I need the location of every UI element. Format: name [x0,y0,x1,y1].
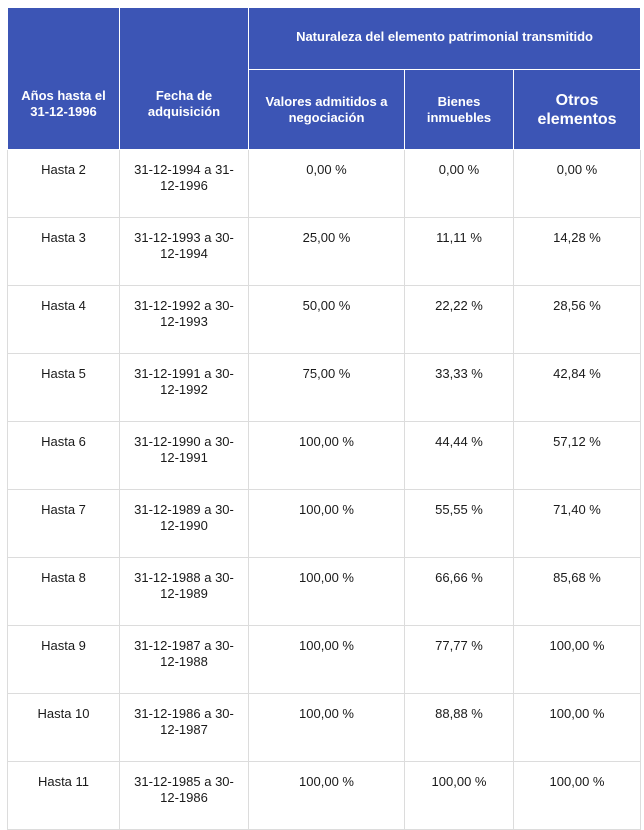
cell-years: Hasta 5 [7,353,120,422]
header-row-sub: Valores admitidos a negociación Bienes i… [8,69,642,150]
cell-real-estate: 66,66 % [404,557,514,626]
cell-acquisition-date: 31-12-1993 a 30-12-1994 [119,217,249,286]
cell-years: Hasta 6 [7,421,120,490]
header-asset-nature: Naturaleza del elemento patrimonial tran… [247,7,642,70]
cell-other-elements: 100,00 % [512,761,642,830]
cell-acquisition-date: 31-12-1992 a 30-12-1993 [119,285,249,354]
cell-other-elements: 85,68 % [512,557,642,626]
cell-acquisition-date: 31-12-1990 a 30-12-1991 [119,421,249,490]
table-row: Hasta 9 31-12-1987 a 30-12-1988 100,00 % 77… [7,625,642,694]
table-body: Hasta 2 31-12-1994 a 31-12-1996 0,00 % 0,00… [7,149,642,830]
table-row: Hasta 6 31-12-1990 a 30-12-1991 100,00 % 44… [7,421,642,490]
cell-years: Hasta 9 [7,625,120,694]
cell-acquisition-date: 31-12-1985 a 30-12-1986 [119,761,249,830]
cell-years: Hasta 7 [7,489,120,558]
cell-acquisition-date: 31-12-1988 a 30-12-1989 [119,557,249,626]
cell-listed-securities: 75,00 % [248,353,405,422]
table-row: Hasta 2 31-12-1994 a 31-12-1996 0,00 % 0,00… [7,149,642,218]
cell-listed-securities: 25,00 % [248,217,405,286]
header-other-elements: Otros elementos [512,69,642,150]
coefficients-table: Años hasta el 31-12-1996 Fecha de adquis… [7,7,642,830]
table-row: Hasta 5 31-12-1991 a 30-12-1992 75,00 % 33,… [7,353,642,422]
cell-other-elements: 42,84 % [512,353,642,422]
header-years: Años hasta el 31-12-1996 [7,7,120,150]
cell-other-elements: 14,28 % [512,217,642,286]
cell-listed-securities: 100,00 % [248,557,405,626]
table-row: Hasta 7 31-12-1989 a 30-12-1990 100,00 % 55… [7,489,642,558]
header-row-top: Años hasta el 31-12-1996 Fecha de adquis… [7,7,642,150]
cell-real-estate: 55,55 % [404,489,514,558]
cell-acquisition-date: 31-12-1987 a 30-12-1988 [119,625,249,694]
cell-real-estate: 77,77 % [404,625,514,694]
cell-real-estate: 22,22 % [404,285,514,354]
cell-real-estate: 100,00 % [404,761,514,830]
page: Años hasta el 31-12-1996 Fecha de adquis… [7,7,642,830]
cell-listed-securities: 100,00 % [248,625,405,694]
cell-listed-securities: 100,00 % [248,761,405,830]
cell-other-elements: 0,00 % [512,149,642,218]
cell-other-elements: 71,40 % [512,489,642,558]
header-real-estate: Bienes inmuebles [404,69,514,150]
cell-real-estate: 33,33 % [404,353,514,422]
cell-acquisition-date: 31-12-1986 a 30-12-1987 [119,693,249,762]
cell-acquisition-date: 31-12-1991 a 30-12-1992 [119,353,249,422]
cell-other-elements: 100,00 % [512,693,642,762]
cell-listed-securities: 100,00 % [248,421,405,490]
table-row: Hasta 8 31-12-1988 a 30-12-1989 100,00 % 66… [7,557,642,626]
cell-other-elements: 28,56 % [512,285,642,354]
cell-other-elements: 57,12 % [512,421,642,490]
cell-years: Hasta 8 [7,557,120,626]
cell-acquisition-date: 31-12-1994 a 31-12-1996 [119,149,249,218]
cell-acquisition-date: 31-12-1989 a 30-12-1990 [119,489,249,558]
cell-years: Hasta 4 [7,285,120,354]
cell-listed-securities: 100,00 % [248,489,405,558]
cell-years: Hasta 10 [7,693,120,762]
table-row: Hasta 11 31-12-1985 a 30-12-1986 100,00 % 1… [7,761,642,830]
header-acquisition-date: Fecha de adquisición [119,7,249,150]
cell-real-estate: 0,00 % [404,149,514,218]
cell-listed-securities: 50,00 % [248,285,405,354]
header-listed-securities: Valores admitidos a negociación [248,69,405,150]
cell-years: Hasta 3 [7,217,120,286]
cell-years: Hasta 11 [7,761,120,830]
cell-real-estate: 88,88 % [404,693,514,762]
table-row: Hasta 10 31-12-1986 a 30-12-1987 100,00 % 8… [7,693,642,762]
table-row: Hasta 3 31-12-1993 a 30-12-1994 25,00 % 11,… [7,217,642,286]
cell-listed-securities: 100,00 % [248,693,405,762]
cell-listed-securities: 0,00 % [248,149,405,218]
table-row: Hasta 4 31-12-1992 a 30-12-1993 50,00 % 22,… [7,285,642,354]
cell-years: Hasta 2 [7,149,120,218]
cell-real-estate: 11,11 % [404,217,514,286]
cell-other-elements: 100,00 % [512,625,642,694]
cell-real-estate: 44,44 % [404,421,514,490]
